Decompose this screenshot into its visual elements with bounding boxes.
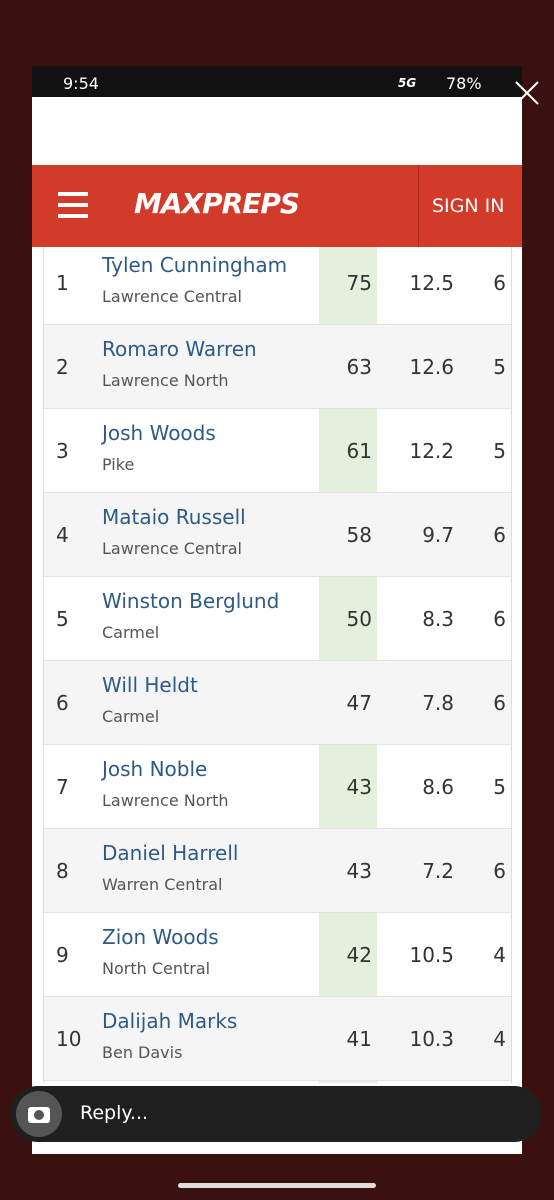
rank: 7 — [56, 775, 69, 799]
clock: 9:54 — [63, 74, 99, 93]
school-name: Lawrence North — [102, 371, 229, 390]
player-name[interactable]: Winston Berglund — [102, 589, 280, 613]
table-row: 10 Dalijah Marks Ben Davis 41 10.3 4 — [44, 997, 511, 1081]
player-name[interactable]: Josh Woods — [102, 421, 216, 445]
table-row: 8 Daniel Harrell Warren Central 43 7.2 6 — [44, 829, 511, 913]
player-name[interactable]: Dalijah Marks — [102, 1009, 238, 1033]
stat-value: 61 — [346, 439, 372, 463]
stat-value: 5 — [493, 355, 506, 379]
stat-value: 12.2 — [409, 439, 454, 463]
stat-value: 7.8 — [422, 691, 454, 715]
stat-value: 47 — [346, 691, 372, 715]
stat-value: 12.5 — [409, 271, 454, 295]
stat-value: 7.2 — [422, 859, 454, 883]
app-header: MAXPREPS SIGN IN — [32, 165, 522, 247]
battery: 78% — [446, 74, 482, 93]
player-name[interactable]: Mataio Russell — [102, 505, 246, 529]
stat-value: 58 — [346, 523, 372, 547]
rank: 9 — [56, 943, 69, 967]
logo[interactable]: MAXPREPS — [134, 187, 300, 220]
stat-value: 75 — [346, 271, 372, 295]
table-row: 7 Josh Noble Lawrence North 43 8.6 5 — [44, 745, 511, 829]
stat-value: 6 — [493, 271, 506, 295]
school-name: Lawrence North — [102, 791, 229, 810]
school-name: Lawrence Central — [102, 539, 242, 558]
stat-value: 6 — [493, 607, 506, 631]
stat-value: 63 — [346, 355, 372, 379]
stat-value: 10.5 — [409, 943, 454, 967]
school-name: Carmel — [102, 623, 160, 642]
table-row: 5 Winston Berglund Carmel 50 8.3 6 — [44, 577, 511, 661]
stat-value: 10.3 — [409, 1027, 454, 1051]
player-name[interactable]: Romaro Warren — [102, 337, 257, 361]
stat-value: 43 — [346, 775, 372, 799]
network: 5G — [398, 76, 417, 90]
rank: 3 — [56, 439, 69, 463]
player-name[interactable]: Daniel Harrell — [102, 841, 239, 865]
stat-value: 6 — [493, 691, 506, 715]
stat-value: 4 — [493, 943, 506, 967]
stat-value: 12.6 — [409, 355, 454, 379]
rank: 2 — [56, 355, 69, 379]
stat-value: 9.7 — [422, 523, 454, 547]
stat-value: 8.6 — [422, 775, 454, 799]
table-row: 3 Josh Woods Pike 61 12.2 5 — [44, 409, 511, 493]
school-name: Ben Davis — [102, 1043, 183, 1062]
home-indicator — [178, 1183, 376, 1188]
camera-button[interactable] — [16, 1091, 62, 1137]
close-icon[interactable] — [514, 80, 540, 106]
reply-bar[interactable]: Reply... — [10, 1086, 542, 1142]
menu-icon[interactable] — [58, 192, 88, 218]
table-row: 6 Will Heldt Carmel 47 7.8 6 — [44, 661, 511, 745]
table-row: 2 Romaro Warren Lawrence North 63 12.6 5 — [44, 325, 511, 409]
table-row: 1 Tylen Cunningham Lawrence Central 75 12.5 6 — [44, 247, 511, 325]
school-name: Lawrence Central — [102, 287, 242, 306]
stat-value: 8.3 — [422, 607, 454, 631]
school-name: Warren Central — [102, 875, 223, 894]
stat-value: 50 — [346, 607, 372, 631]
stat-value: 41 — [346, 1027, 372, 1051]
school-name: Pike — [102, 455, 135, 474]
rank: 1 — [56, 271, 69, 295]
rank: 8 — [56, 859, 69, 883]
stat-value: 5 — [493, 775, 506, 799]
stat-value: 6 — [493, 523, 506, 547]
school-name: North Central — [102, 959, 211, 978]
stat-value: 42 — [346, 943, 372, 967]
player-name[interactable]: Zion Woods — [102, 925, 219, 949]
player-name[interactable]: Josh Noble — [102, 757, 208, 781]
player-name[interactable]: Tylen Cunningham — [102, 253, 288, 277]
rank: 5 — [56, 607, 69, 631]
divider — [418, 165, 419, 247]
sign-in[interactable]: SIGN IN — [432, 195, 505, 217]
player-name[interactable]: Will Heldt — [102, 673, 198, 697]
phone-screen: 9:54 5G 78% MAXPREPS SIGN IN 1 Tylen Cunn… — [32, 66, 522, 1154]
table-row: 4 Mataio Russell Lawrence Central 58 9.7 6 — [44, 493, 511, 577]
stat-value: 43 — [346, 859, 372, 883]
status-bar: 9:54 5G 78% — [32, 66, 522, 97]
banner — [32, 97, 522, 163]
table-row: 9 Zion Woods North Central 42 10.5 4 — [44, 913, 511, 997]
stat-value: 6 — [493, 859, 506, 883]
rank: 10 — [56, 1027, 82, 1051]
stat-value: 4 — [493, 1027, 506, 1051]
school-name: Carmel — [102, 707, 160, 726]
reply-input[interactable]: Reply... — [80, 1102, 149, 1124]
rank: 6 — [56, 691, 69, 715]
stat-value: 5 — [493, 439, 506, 463]
stats-table: 1 Tylen Cunningham Lawrence Central 75 12.5 6… — [43, 247, 512, 1083]
rank: 4 — [56, 523, 69, 547]
